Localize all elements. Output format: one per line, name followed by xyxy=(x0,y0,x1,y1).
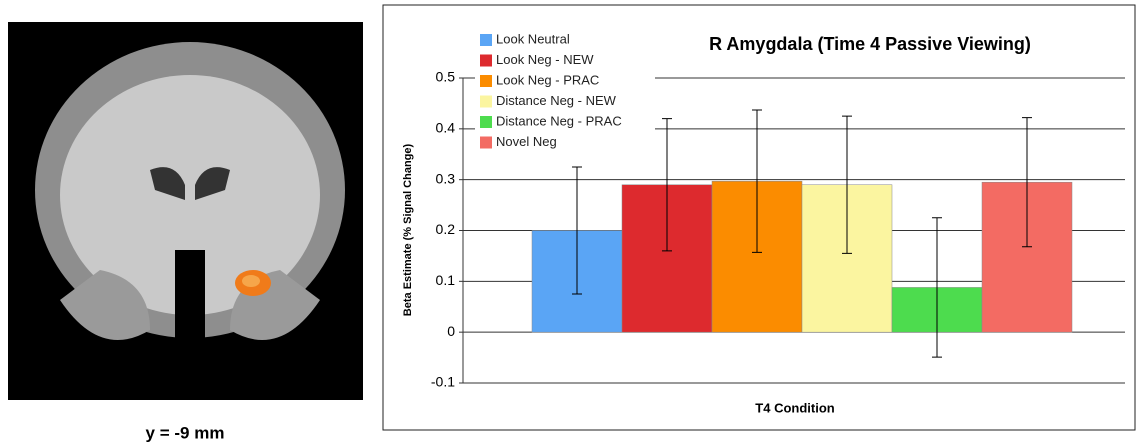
chart: R Amygdala (Time 4 Passive Viewing) T4 C… xyxy=(380,0,1140,446)
legend-label: Look Neg - PRAC xyxy=(496,72,599,87)
legend-label: Look Neutral xyxy=(496,31,570,46)
y-tick-label: 0.4 xyxy=(436,120,456,136)
legend-label: Look Neg - NEW xyxy=(496,52,594,67)
legend-swatch xyxy=(480,55,492,67)
legend-swatch xyxy=(480,137,492,149)
y-axis-label: Beta Estimate (% Signal Change) xyxy=(402,143,414,316)
midline-gap xyxy=(175,250,205,340)
x-axis-label: T4 Condition xyxy=(755,400,834,415)
y-tick-label: 0.2 xyxy=(436,221,456,237)
legend-swatch xyxy=(480,75,492,87)
y-tick-label: 0.3 xyxy=(436,170,456,186)
legend-swatch xyxy=(480,34,492,46)
legend-label: Distance Neg - PRAC xyxy=(496,113,622,128)
y-tick-label: -0.1 xyxy=(431,374,455,390)
legend-swatch xyxy=(480,96,492,108)
caption: y = -9 mm xyxy=(146,423,225,442)
legend-label: Distance Neg - NEW xyxy=(496,93,617,108)
y-tick-label: 0 xyxy=(447,323,455,339)
brain-panel: y = -9 mm xyxy=(0,0,380,446)
chart-title: R Amygdala (Time 4 Passive Viewing) xyxy=(709,34,1031,54)
legend-label: Novel Neg xyxy=(496,134,557,149)
legend-swatch xyxy=(480,116,492,128)
figure: y = -9 mm R Amygdala (Time 4 Passive Vie… xyxy=(0,0,1140,446)
y-tick-label: 0.5 xyxy=(436,69,456,85)
amygdala-activation-core xyxy=(242,275,260,287)
y-tick-label: 0.1 xyxy=(436,272,456,288)
